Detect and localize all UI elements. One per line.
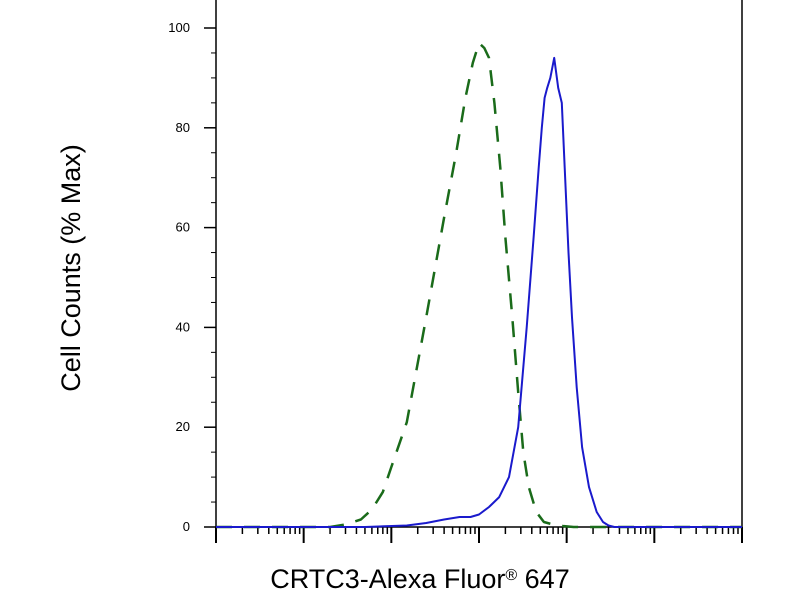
y-tick-label: 0 bbox=[183, 519, 190, 534]
x-axis-title-main: CRTC3-Alexa Fluor bbox=[270, 564, 505, 594]
x-axis-title-registered-mark: ® bbox=[505, 567, 517, 584]
y-tick-label: 20 bbox=[176, 419, 190, 434]
axes-layer: 0 20 40 60 80 100 bbox=[168, 0, 743, 543]
control-histogram-line bbox=[216, 41, 742, 529]
x-axis-title-suffix: 647 bbox=[517, 564, 570, 594]
y-tick-label: 100 bbox=[168, 20, 190, 35]
series-layer bbox=[216, 41, 742, 529]
stained-histogram-line bbox=[216, 56, 742, 528]
x-axis-title: CRTC3-Alexa Fluor® 647 bbox=[270, 564, 569, 594]
y-tick-label: 40 bbox=[176, 319, 190, 334]
y-axis-title: Cell Counts (% Max) bbox=[56, 144, 86, 392]
y-tick-label: 60 bbox=[176, 220, 190, 235]
y-tick-label: 80 bbox=[176, 120, 190, 135]
